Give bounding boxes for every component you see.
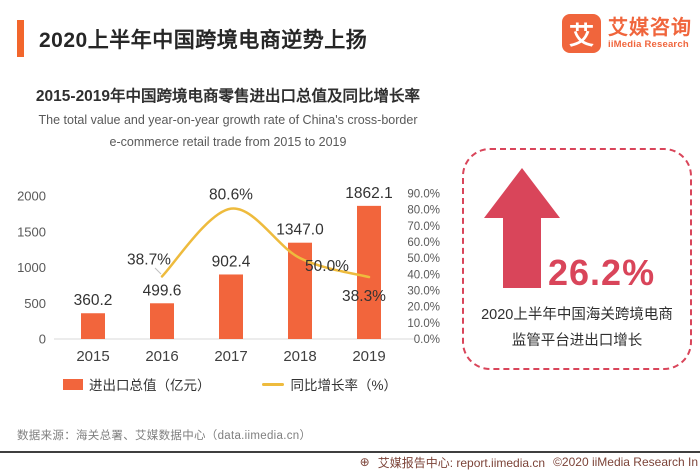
x-axis-label-2015: 2015 (76, 348, 109, 365)
chart-subtitle-line2: e-commerce retail trade from 2015 to 201… (109, 135, 347, 149)
growth-rate-label: 80.6% (209, 187, 253, 204)
page-title: 2020上半年中国跨境电商逆势上扬 (39, 28, 368, 52)
header: 2020上半年中国跨境电商逆势上扬 (17, 20, 367, 57)
right-axis-tick: 70.0% (407, 221, 440, 233)
x-axis-label-2019: 2019 (352, 348, 385, 365)
bar-value-label: 360.2 (74, 292, 113, 309)
chart-subtitle: The total value and year-on-year growth … (8, 109, 448, 153)
up-arrow-icon (484, 168, 560, 288)
chart-subtitle-line1: The total value and year-on-year growth … (38, 113, 418, 127)
legend-item-bar: 进出口总值（亿元） (62, 374, 211, 394)
legend-label-line: 同比增长率（%） (290, 378, 397, 393)
growth-rate-label: 38.3% (342, 288, 386, 305)
chart-title: 2015-2019年中国跨境电商零售进出口总值及同比增长率 (35, 88, 421, 105)
right-axis-tick: 0.0% (414, 334, 440, 346)
label-leader-line (154, 267, 162, 275)
growth-rate-label: 38.7% (127, 251, 171, 268)
combo-chart-svg: 0 500 1000 1500 2000 0.0% 10.0% 20.0% 30.0% 40.0%… (17, 185, 440, 365)
highlight-caption-line2: 监管平台进出口增长 (511, 333, 643, 349)
x-axis-label-2018: 2018 (283, 348, 316, 365)
footer: ⊕ 艾媒报告中心: report.iimedia.cn ©2020 iiMedi… (0, 451, 700, 470)
highlight-value: 26.2% (548, 252, 656, 293)
bar-value-label: 902.4 (212, 253, 251, 270)
growth-rate-line (160, 207, 371, 279)
globe-icon: ⊕ (359, 455, 370, 469)
line-legend-swatch (262, 382, 285, 386)
footer-report-center: 艾媒报告中心: report.iimedia.cn (377, 455, 546, 470)
logo-glyph: 艾 (568, 21, 594, 50)
data-source: 数据来源：海关总署、艾媒数据中心（data.iimedia.cn） (17, 430, 312, 442)
header-accent-bar (17, 20, 24, 57)
highlight-caption-line1: 2020上半年中国海关跨境电商 (481, 307, 673, 323)
right-axis-tick: 80.0% (407, 205, 440, 217)
logo-text: 艾媒咨询 iiMedia Research (608, 16, 692, 50)
bar-value-label: 1347.0 (276, 222, 324, 239)
combo-chart: 0 500 1000 1500 2000 0.0% 10.0% 20.0% 30.0% 40.0%… (10, 178, 450, 368)
footer-copyright: ©2020 iiMedia Research In (553, 455, 698, 469)
bar-value-label: 499.6 (143, 282, 182, 299)
x-axis-label-2017: 2017 (214, 348, 247, 365)
growth-rate-label: 50.0% (305, 258, 349, 275)
bar-2019 (357, 205, 381, 339)
brand-logo: 艾 艾媒咨询 iiMedia Research (562, 14, 692, 53)
left-axis-tick: 1500 (17, 224, 46, 239)
chart-legend: 进出口总值（亿元） 同比增长率（%） (10, 374, 450, 394)
right-axis-tick: 10.0% (407, 318, 440, 330)
logo-name-cn: 艾媒咨询 (608, 16, 692, 39)
logo-name-en: iiMedia Research (608, 38, 689, 50)
x-axis-label-2016: 2016 (145, 348, 178, 365)
legend-item-line: 同比增长率（%） (262, 374, 397, 394)
right-axis-tick: 90.0% (407, 188, 440, 200)
bar-2016 (150, 303, 174, 339)
bar-2017 (219, 274, 243, 339)
highlight-panel: 26.2% 2020上半年中国海关跨境电商 监管平台进出口增长 (462, 148, 692, 370)
right-axis-tick: 60.0% (407, 237, 440, 249)
right-axis-tick: 40.0% (407, 269, 440, 281)
right-axis-tick: 20.0% (407, 302, 440, 314)
logo-mark-icon: 艾 (562, 14, 601, 53)
bar-2015 (81, 313, 105, 339)
left-axis-tick: 0 (39, 332, 46, 347)
left-axis-tick: 1000 (17, 260, 46, 275)
highlight-caption: 2020上半年中国海关跨境电商 监管平台进出口增长 (464, 302, 690, 354)
bar-legend-swatch (62, 378, 83, 390)
left-axis-tick: 2000 (17, 189, 46, 204)
right-axis-tick: 30.0% (407, 285, 440, 297)
left-axis-tick: 500 (24, 296, 46, 311)
bar-value-label: 1862.1 (345, 185, 392, 202)
right-axis-tick: 50.0% (407, 253, 440, 265)
legend-label-bar: 进出口总值（亿元） (88, 378, 211, 393)
